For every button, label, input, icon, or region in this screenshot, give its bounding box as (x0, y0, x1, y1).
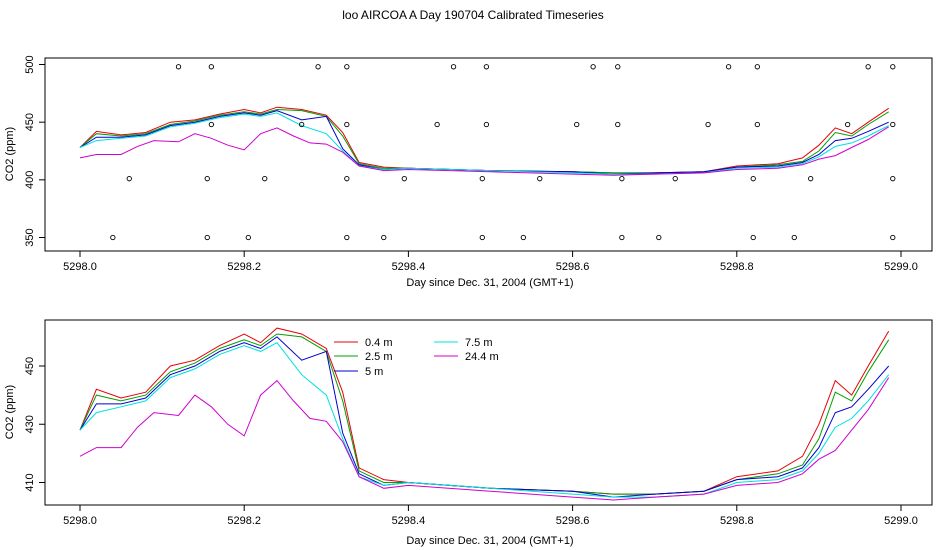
upper-x-axis-label: Day since Dec. 31, 2004 (GMT+1) (406, 277, 573, 289)
scatter-point (126, 176, 132, 182)
scatter-point (381, 234, 387, 241)
legend-label: 0.4 m (365, 337, 393, 349)
scatter-point (615, 64, 621, 70)
upper-plot-frame (44, 57, 933, 252)
legend-label: 5 m (365, 366, 383, 378)
lower-x-tick-label: 5298.2 (227, 515, 261, 527)
scatter-point (844, 121, 851, 128)
scatter-point (262, 176, 268, 182)
upper-series-line-1 (79, 108, 889, 174)
scatter-point (204, 234, 210, 241)
scatter-point (750, 176, 756, 182)
legend-label: 7.5 m (465, 337, 493, 349)
upper-y-tick-label: 450 (24, 113, 36, 131)
scatter-point (705, 121, 711, 128)
scatter-point (672, 176, 678, 182)
upper-x-axis: 5298.0 5298.2 5298.4 5298.6 5298.8 5299.0 (63, 251, 918, 273)
legend-label: 24.4 m (465, 351, 499, 363)
scatter-point (656, 234, 662, 241)
scatter-point (401, 176, 407, 182)
lower-series-line-4 (79, 377, 890, 501)
scatter-point (725, 64, 732, 70)
upper-y-tick-label: 500 (24, 55, 36, 73)
legend-label: 2.5 m (365, 351, 393, 363)
scatter-point (479, 234, 485, 241)
scatter-point (890, 176, 896, 182)
lower-x-tick-label: 5298.4 (392, 515, 426, 527)
scatter-point (483, 121, 490, 128)
scatter-point (245, 234, 251, 241)
upper-series-line-0 (79, 106, 889, 174)
scatter-point (344, 121, 350, 128)
lower-y-axis: 410 430 450 (24, 357, 45, 492)
lower-series-line-1 (79, 333, 890, 495)
scatter-point (537, 176, 543, 182)
upper-y-axis: 350 400 450 500 (24, 55, 45, 247)
scatter-point (450, 64, 457, 70)
lower-series-line-3 (79, 342, 890, 498)
scatter-point (344, 176, 350, 182)
scatter-point (299, 121, 305, 128)
scatter-point (520, 234, 526, 241)
upper-x-tick-label: 5298.8 (720, 261, 754, 273)
lower-series-lines (79, 327, 890, 501)
scatter-point (479, 176, 485, 182)
legend: 0.4 m 2.5 m 5 m 7.5 m 24.4 m (334, 337, 499, 378)
scatter-point (344, 64, 350, 70)
upper-x-tick-label: 5298.4 (392, 261, 426, 273)
upper-scatter-points (110, 64, 896, 241)
scatter-point (890, 121, 896, 128)
upper-y-tick-label: 350 (24, 228, 36, 246)
scatter-point (110, 234, 116, 241)
upper-y-tick-label: 400 (24, 171, 36, 189)
scatter-point (204, 176, 210, 182)
lower-y-tick-label: 410 (24, 473, 36, 491)
scatter-point (434, 121, 440, 128)
lower-x-tick-label: 5298.0 (63, 515, 97, 527)
figure-title: loo AIRCOA A Day 190704 Calibrated Times… (342, 8, 603, 22)
upper-x-tick-label: 5298.2 (227, 261, 261, 273)
scatter-point (890, 64, 896, 70)
lower-x-tick-label: 5299.0 (884, 515, 918, 527)
scatter-point (791, 234, 797, 241)
lower-series-line-0 (79, 327, 890, 495)
upper-panel: 5298.0 5298.2 5298.4 5298.6 5298.8 5299.0 350… (4, 55, 933, 289)
upper-x-tick-label: 5298.6 (556, 261, 590, 273)
scatter-point (590, 64, 596, 70)
scatter-point (754, 64, 760, 70)
lower-y-tick-label: 450 (24, 357, 36, 375)
upper-series-line-4 (79, 126, 889, 176)
lower-x-tick-label: 5298.6 (556, 515, 590, 527)
scatter-point (615, 121, 621, 128)
scatter-point (750, 234, 756, 241)
lower-y-tick-label: 430 (24, 415, 36, 433)
scatter-point (344, 234, 350, 241)
lower-panel: 5298.0 5298.2 5298.4 5298.6 5298.8 5299.0 410… (4, 319, 933, 547)
lower-y-axis-label: CO2 (ppm) (4, 385, 16, 439)
scatter-point (574, 121, 580, 128)
scatter-point (483, 64, 490, 70)
scatter-point (890, 234, 896, 241)
lower-x-tick-label: 5298.8 (720, 515, 754, 527)
scatter-point (754, 121, 760, 128)
scatter-point (865, 64, 871, 70)
scatter-point (315, 64, 321, 70)
upper-x-tick-label: 5298.0 (63, 261, 97, 273)
scatter-point (175, 64, 182, 70)
lower-x-axis-label: Day since Dec. 31, 2004 (GMT+1) (406, 535, 573, 547)
scatter-point (808, 176, 814, 182)
scatter-point (208, 121, 215, 128)
upper-x-tick-label: 5299.0 (884, 261, 918, 273)
lower-plot-frame (44, 319, 933, 506)
lower-x-axis: 5298.0 5298.2 5298.4 5298.6 5298.8 5299.0 (63, 505, 918, 527)
scatter-point (619, 176, 625, 182)
scatter-point (619, 234, 625, 241)
upper-y-axis-label: CO2 (ppm) (4, 127, 16, 181)
scatter-point (208, 64, 215, 70)
upper-series-line-3 (79, 112, 889, 175)
upper-series-lines (79, 106, 889, 176)
